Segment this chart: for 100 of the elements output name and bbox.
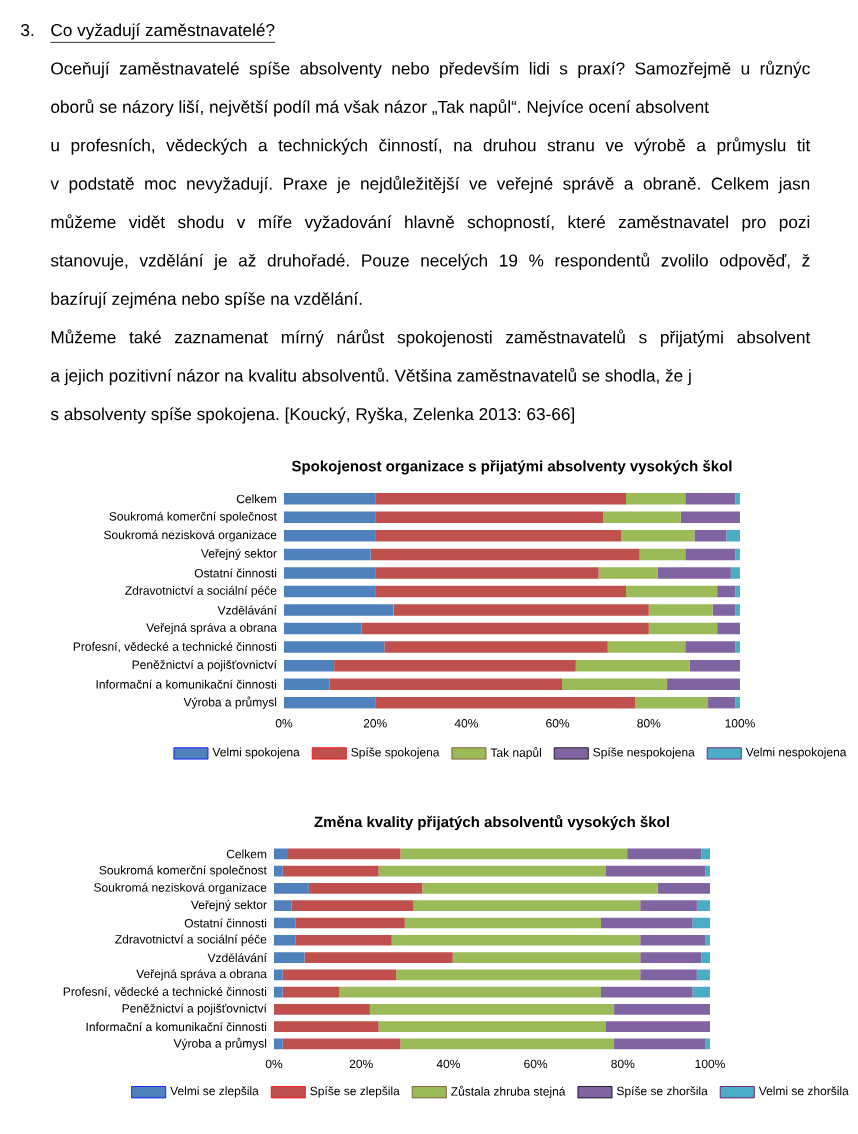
bar bbox=[378, 1021, 605, 1033]
bar bbox=[639, 900, 697, 912]
bar bbox=[657, 567, 731, 579]
bar bbox=[283, 659, 334, 672]
bar bbox=[639, 969, 697, 981]
bar bbox=[283, 530, 375, 542]
bar bbox=[613, 1004, 710, 1015]
text: stanovuje, vzdělání je až druhořadé. Pouze necelých 19 % respondentů zvolilo odpověď, ž bbox=[50, 252, 810, 270]
bar bbox=[689, 659, 740, 672]
bar bbox=[374, 585, 626, 598]
bar bbox=[694, 530, 726, 542]
bar bbox=[361, 622, 649, 635]
bar bbox=[378, 865, 605, 877]
text: 3. bbox=[20, 23, 33, 37]
bar bbox=[607, 641, 685, 653]
bar bbox=[648, 604, 713, 616]
bar bbox=[391, 934, 640, 946]
bar bbox=[283, 678, 330, 690]
text: u profesních, vědeckých a technických činností, na druhou stranu ve výrobě a průmyslu tit bbox=[51, 137, 810, 155]
bar bbox=[374, 530, 622, 542]
bar bbox=[712, 604, 736, 616]
bar bbox=[621, 530, 695, 542]
bar bbox=[625, 493, 685, 505]
bar bbox=[657, 883, 710, 894]
bar bbox=[283, 567, 375, 579]
bar bbox=[304, 952, 453, 963]
bar bbox=[700, 952, 710, 963]
bar bbox=[696, 900, 710, 912]
bar bbox=[283, 604, 394, 616]
bar bbox=[333, 659, 576, 672]
bar bbox=[400, 848, 627, 860]
bar bbox=[639, 934, 706, 946]
bar bbox=[730, 567, 740, 579]
bar bbox=[684, 493, 736, 505]
bar bbox=[395, 969, 640, 981]
bar bbox=[295, 917, 405, 929]
bar bbox=[273, 952, 305, 963]
bar bbox=[684, 548, 736, 561]
text: Můžeme také zaznamenat mírný nárůst spokojenosti zaměstnavatelů s přijatými absolvent bbox=[51, 329, 810, 347]
bar bbox=[575, 659, 690, 672]
bar bbox=[273, 1038, 283, 1050]
text: s absolventy spíše spokojena. [Koucký, Ryška, Zelenka 2013: 63-66] bbox=[50, 407, 574, 424]
bar bbox=[602, 511, 681, 524]
bar bbox=[374, 567, 599, 579]
bar bbox=[666, 678, 740, 690]
bar bbox=[383, 641, 608, 653]
bar bbox=[600, 986, 693, 998]
bar bbox=[374, 511, 603, 524]
bar bbox=[273, 883, 309, 894]
bar bbox=[374, 493, 626, 505]
bar bbox=[283, 585, 375, 598]
bar bbox=[639, 548, 685, 561]
bar bbox=[282, 986, 340, 998]
bar bbox=[374, 696, 635, 709]
bar bbox=[273, 900, 292, 912]
bar bbox=[404, 917, 601, 929]
bar bbox=[561, 678, 667, 690]
bar bbox=[273, 865, 283, 877]
bar bbox=[370, 548, 640, 561]
bar bbox=[696, 969, 710, 981]
bar bbox=[604, 1021, 710, 1033]
bar bbox=[273, 1021, 379, 1033]
bar bbox=[639, 952, 701, 963]
bar bbox=[329, 678, 562, 690]
bar bbox=[725, 530, 740, 542]
bar bbox=[634, 696, 708, 709]
bar bbox=[369, 1004, 614, 1015]
bar bbox=[648, 622, 717, 635]
bar bbox=[716, 622, 740, 635]
bar bbox=[282, 969, 396, 981]
bar bbox=[282, 865, 379, 877]
text: oborů se názory liší, největší podíl má však názor „Tak napůl“. Nejvíce ocení absolvent bbox=[50, 98, 709, 117]
bar bbox=[273, 986, 283, 998]
bar bbox=[413, 900, 640, 912]
bar bbox=[283, 493, 375, 505]
bar bbox=[283, 696, 375, 709]
bar bbox=[626, 848, 701, 860]
bar bbox=[308, 883, 422, 894]
bar bbox=[286, 848, 401, 860]
text: můžeme vidět shodu v míře vyžadování hlavně schopností, které zaměstnavatel pro pozi bbox=[51, 214, 809, 232]
bar bbox=[707, 696, 736, 709]
bar bbox=[613, 1038, 706, 1050]
bar bbox=[283, 511, 375, 524]
bar bbox=[273, 1004, 370, 1015]
bar bbox=[452, 952, 640, 963]
bar bbox=[283, 622, 362, 635]
bar bbox=[273, 934, 296, 946]
bar bbox=[600, 917, 693, 929]
bar bbox=[684, 641, 736, 653]
text: a jejich pozitivní názor na kvalitu absolventů. Většina zaměstnavatelů se shodla, že j bbox=[50, 367, 691, 386]
bar bbox=[598, 567, 658, 579]
bar bbox=[339, 986, 601, 998]
text: bazírují zejména nebo spíše na vzdělání. bbox=[51, 292, 362, 309]
text: v podstatě moc nevyžadují. Praxe je nejdůležitější ve veřejné správě a obraně. Celkem jasn bbox=[50, 175, 809, 194]
bar bbox=[283, 641, 384, 653]
bar bbox=[625, 585, 717, 598]
bar bbox=[295, 934, 392, 946]
bar bbox=[282, 1038, 401, 1050]
text: Co vyžadují zaměstnavatelé? bbox=[50, 23, 274, 40]
bar bbox=[400, 1038, 614, 1050]
